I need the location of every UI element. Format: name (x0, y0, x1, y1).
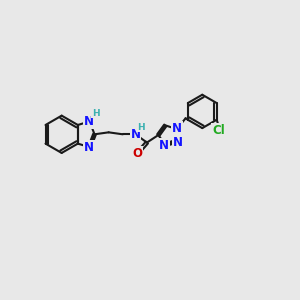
Text: N: N (173, 136, 183, 148)
Text: H: H (92, 109, 99, 118)
Text: N: N (172, 122, 182, 135)
Text: O: O (133, 147, 142, 160)
Text: Cl: Cl (212, 124, 225, 137)
Text: H: H (137, 123, 145, 132)
Text: N: N (84, 115, 94, 128)
Text: N: N (130, 128, 140, 141)
Text: N: N (159, 139, 170, 152)
Text: N: N (84, 141, 94, 154)
